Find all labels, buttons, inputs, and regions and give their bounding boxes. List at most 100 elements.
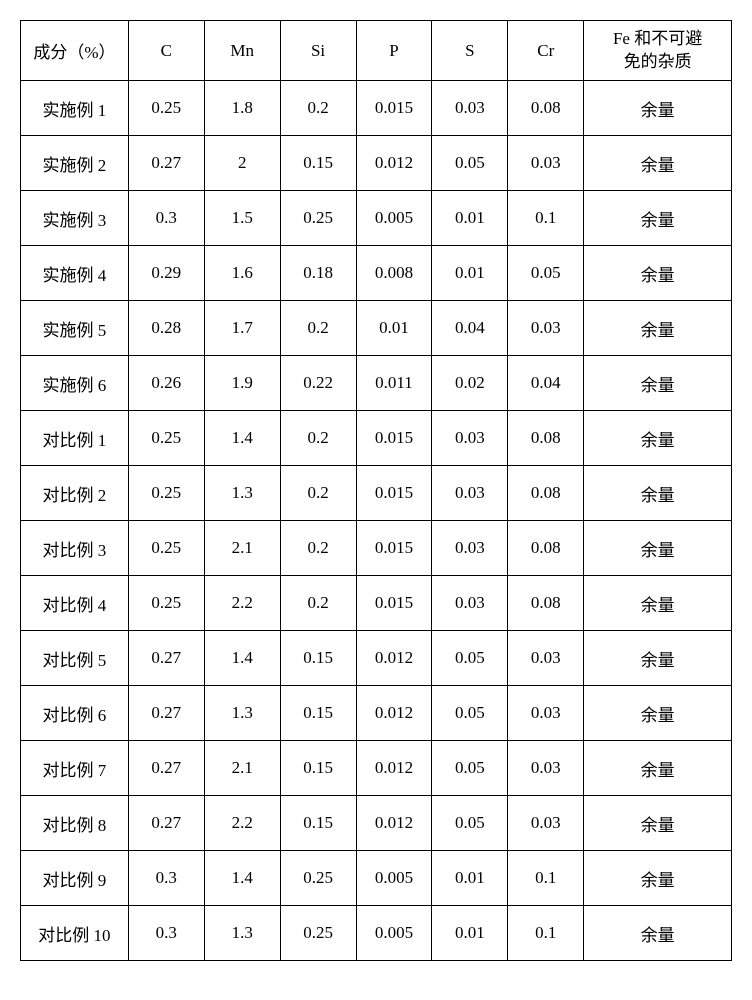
cell-mn: 1.3 — [204, 466, 280, 521]
cell-s: 0.03 — [432, 521, 508, 576]
header-row: 成分（%） C Mn Si P S Cr Fe 和不可避 免的杂质 — [21, 21, 732, 81]
cell-c: 0.29 — [128, 246, 204, 301]
cell-p: 0.012 — [356, 686, 432, 741]
table-body: 实施例 10.251.80.20.0150.030.08余量实施例 20.272… — [21, 81, 732, 961]
cell-label: 对比例 10 — [21, 906, 129, 961]
cell-p: 0.012 — [356, 136, 432, 191]
cell-cr: 0.05 — [508, 246, 584, 301]
cell-label: 实施例 3 — [21, 191, 129, 246]
cell-si: 0.25 — [280, 191, 356, 246]
table-row: 实施例 10.251.80.20.0150.030.08余量 — [21, 81, 732, 136]
cell-c: 0.3 — [128, 851, 204, 906]
cell-c: 0.27 — [128, 136, 204, 191]
cell-si: 0.2 — [280, 81, 356, 136]
header-fe-line1: Fe 和不可避 — [613, 29, 702, 48]
cell-label: 对比例 1 — [21, 411, 129, 466]
cell-fe: 余量 — [584, 796, 732, 851]
cell-mn: 2.2 — [204, 576, 280, 631]
header-label: 成分（%） — [21, 21, 129, 81]
cell-fe: 余量 — [584, 246, 732, 301]
cell-si: 0.15 — [280, 796, 356, 851]
cell-c: 0.27 — [128, 741, 204, 796]
cell-cr: 0.04 — [508, 356, 584, 411]
header-fe-line2: 免的杂质 — [624, 52, 692, 71]
table-row: 对比例 40.252.20.20.0150.030.08余量 — [21, 576, 732, 631]
cell-s: 0.03 — [432, 411, 508, 466]
table-row: 实施例 20.2720.150.0120.050.03余量 — [21, 136, 732, 191]
table-row: 对比例 80.272.20.150.0120.050.03余量 — [21, 796, 732, 851]
table-row: 对比例 10.251.40.20.0150.030.08余量 — [21, 411, 732, 466]
table-row: 对比例 20.251.30.20.0150.030.08余量 — [21, 466, 732, 521]
cell-cr: 0.08 — [508, 576, 584, 631]
table-row: 对比例 30.252.10.20.0150.030.08余量 — [21, 521, 732, 576]
cell-cr: 0.03 — [508, 301, 584, 356]
cell-si: 0.2 — [280, 576, 356, 631]
table-row: 实施例 30.31.50.250.0050.010.1余量 — [21, 191, 732, 246]
cell-label: 对比例 2 — [21, 466, 129, 521]
cell-c: 0.25 — [128, 411, 204, 466]
cell-c: 0.27 — [128, 631, 204, 686]
cell-mn: 1.8 — [204, 81, 280, 136]
table-row: 对比例 60.271.30.150.0120.050.03余量 — [21, 686, 732, 741]
cell-mn: 1.5 — [204, 191, 280, 246]
cell-cr: 0.03 — [508, 796, 584, 851]
cell-p: 0.015 — [356, 81, 432, 136]
cell-p: 0.015 — [356, 521, 432, 576]
cell-p: 0.012 — [356, 741, 432, 796]
cell-mn: 2.2 — [204, 796, 280, 851]
cell-fe: 余量 — [584, 686, 732, 741]
cell-fe: 余量 — [584, 301, 732, 356]
cell-cr: 0.08 — [508, 466, 584, 521]
cell-fe: 余量 — [584, 906, 732, 961]
cell-si: 0.2 — [280, 466, 356, 521]
cell-mn: 2 — [204, 136, 280, 191]
cell-cr: 0.08 — [508, 81, 584, 136]
cell-p: 0.012 — [356, 796, 432, 851]
cell-c: 0.25 — [128, 81, 204, 136]
cell-label: 对比例 4 — [21, 576, 129, 631]
cell-c: 0.3 — [128, 906, 204, 961]
cell-label: 实施例 6 — [21, 356, 129, 411]
cell-mn: 1.7 — [204, 301, 280, 356]
cell-s: 0.02 — [432, 356, 508, 411]
cell-c: 0.25 — [128, 466, 204, 521]
table-header: 成分（%） C Mn Si P S Cr Fe 和不可避 免的杂质 — [21, 21, 732, 81]
cell-s: 0.03 — [432, 81, 508, 136]
cell-cr: 0.1 — [508, 851, 584, 906]
cell-s: 0.04 — [432, 301, 508, 356]
cell-p: 0.012 — [356, 631, 432, 686]
cell-si: 0.22 — [280, 356, 356, 411]
table-row: 实施例 50.281.70.20.010.040.03余量 — [21, 301, 732, 356]
cell-cr: 0.08 — [508, 521, 584, 576]
header-c: C — [128, 21, 204, 81]
cell-s: 0.05 — [432, 796, 508, 851]
cell-mn: 1.9 — [204, 356, 280, 411]
cell-s: 0.05 — [432, 136, 508, 191]
cell-label: 实施例 1 — [21, 81, 129, 136]
cell-cr: 0.1 — [508, 191, 584, 246]
cell-p: 0.005 — [356, 906, 432, 961]
table-row: 对比例 100.31.30.250.0050.010.1余量 — [21, 906, 732, 961]
header-cr: Cr — [508, 21, 584, 81]
cell-si: 0.15 — [280, 631, 356, 686]
cell-fe: 余量 — [584, 411, 732, 466]
cell-p: 0.01 — [356, 301, 432, 356]
cell-mn: 1.4 — [204, 631, 280, 686]
cell-cr: 0.03 — [508, 686, 584, 741]
cell-p: 0.015 — [356, 466, 432, 521]
cell-fe: 余量 — [584, 356, 732, 411]
cell-mn: 2.1 — [204, 741, 280, 796]
cell-label: 对比例 8 — [21, 796, 129, 851]
cell-label: 实施例 5 — [21, 301, 129, 356]
header-si: Si — [280, 21, 356, 81]
cell-si: 0.25 — [280, 851, 356, 906]
table-row: 实施例 40.291.60.180.0080.010.05余量 — [21, 246, 732, 301]
cell-c: 0.25 — [128, 521, 204, 576]
table-row: 对比例 90.31.40.250.0050.010.1余量 — [21, 851, 732, 906]
cell-p: 0.005 — [356, 851, 432, 906]
table-row: 对比例 50.271.40.150.0120.050.03余量 — [21, 631, 732, 686]
cell-fe: 余量 — [584, 81, 732, 136]
header-s: S — [432, 21, 508, 81]
header-p: P — [356, 21, 432, 81]
cell-mn: 1.3 — [204, 686, 280, 741]
